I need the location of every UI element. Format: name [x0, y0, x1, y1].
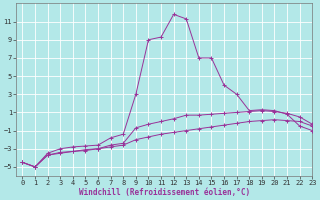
X-axis label: Windchill (Refroidissement éolien,°C): Windchill (Refroidissement éolien,°C) — [79, 188, 250, 197]
